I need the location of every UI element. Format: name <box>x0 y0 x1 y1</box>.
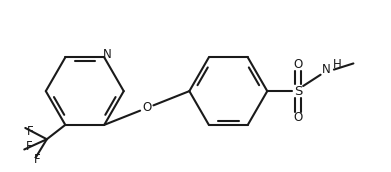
Text: O: O <box>142 101 151 115</box>
Text: H: H <box>333 58 341 71</box>
Text: O: O <box>293 58 303 71</box>
Text: O: O <box>293 111 303 124</box>
Text: S: S <box>294 85 302 98</box>
Text: F: F <box>34 153 41 166</box>
Text: F: F <box>27 125 34 138</box>
Text: N: N <box>322 63 331 76</box>
Text: F: F <box>26 140 33 153</box>
Text: N: N <box>103 48 112 61</box>
